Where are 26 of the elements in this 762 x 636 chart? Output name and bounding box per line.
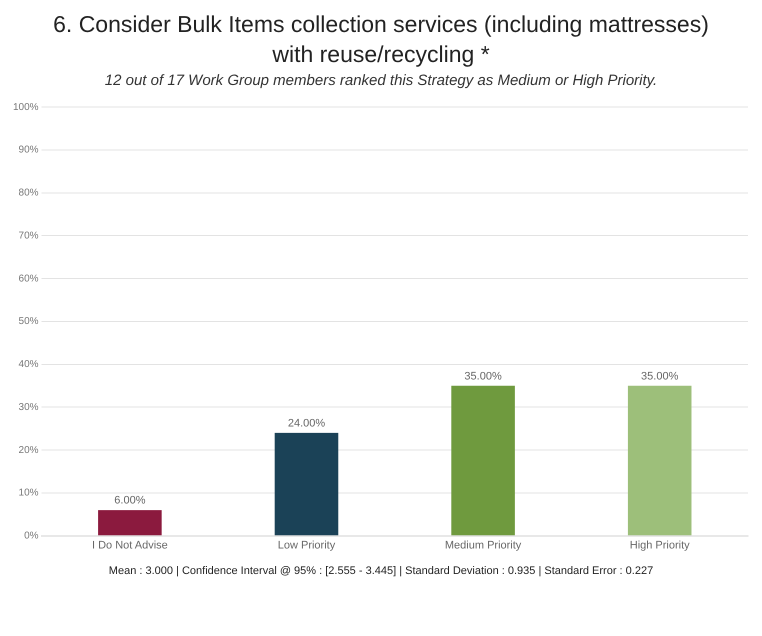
- y-tick-label: 0%: [24, 530, 39, 542]
- y-tick-label: 10%: [18, 487, 39, 498]
- y-tick-label: 70%: [18, 230, 39, 242]
- y-tick-label: 50%: [18, 316, 39, 327]
- y-tick-label: 40%: [18, 358, 39, 370]
- y-tick-label: 100%: [13, 102, 39, 113]
- y-tick-label: 30%: [18, 402, 39, 413]
- x-tick-label: Low Priority: [278, 539, 336, 552]
- y-tick-label: 20%: [18, 444, 39, 456]
- chart-title: 6. Consider Bulk Items collection services (including mattresses) with reuse/recycling *: [52, 10, 710, 69]
- data-label: 24.00%: [288, 417, 326, 430]
- x-tick-label: I Do Not Advise: [92, 539, 168, 552]
- y-tick-label: 80%: [18, 187, 39, 198]
- bar: [98, 510, 162, 536]
- x-tick-label: High Priority: [630, 539, 690, 552]
- bar: [451, 386, 515, 536]
- y-tick-label: 90%: [18, 144, 39, 156]
- x-tick-label: Medium Priority: [444, 539, 522, 552]
- bar: [274, 432, 338, 536]
- text: Mean : 3.000 | Confidence Interval @ 95% : [2.555 - 3.445] | Standard Deviation : 0.935 | Standard Error : 0.227: [108, 564, 654, 577]
- chart-subtitle: 12 out of 17 Work Group members ranked this Strategy as Medium or High Priority.: [104, 72, 658, 89]
- bar: [628, 386, 692, 536]
- y-tick-label: 60%: [18, 273, 39, 284]
- data-label: 35.00%: [464, 370, 502, 382]
- data-label: 35.00%: [641, 370, 679, 382]
- data-label: 6.00%: [114, 494, 146, 506]
